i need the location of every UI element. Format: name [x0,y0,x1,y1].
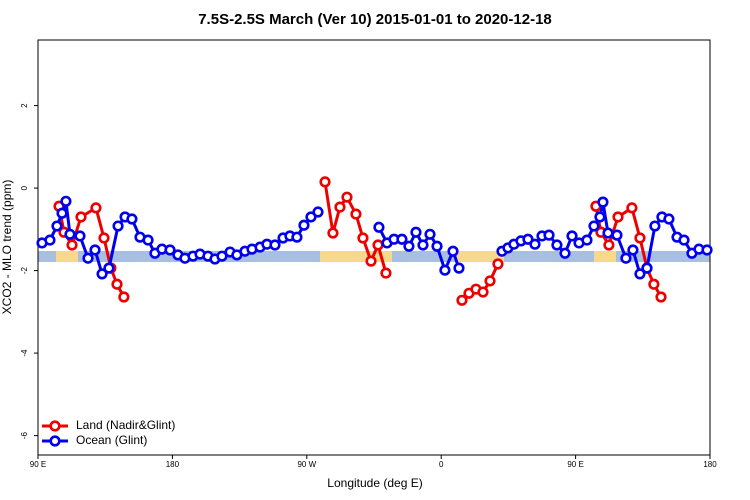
land-band [320,251,392,262]
data-point [312,206,324,218]
data-point [620,252,632,264]
data-point [60,195,72,207]
x-tick-label: 90 E [567,460,583,469]
data-point [641,262,653,274]
data-point [126,213,138,225]
data-point [396,233,408,245]
data-point [663,213,675,225]
data-point [484,275,496,287]
data-point [334,201,346,213]
data-point [341,191,353,203]
land-band [56,251,78,262]
data-point [543,229,555,241]
data-point [305,211,317,223]
data-point [634,232,646,244]
data-point [89,244,101,256]
data-point [581,234,593,246]
data-point [431,240,443,252]
data-point [319,176,331,188]
data-point [566,230,578,242]
legend-swatch-marker [49,435,61,447]
data-point [90,202,102,214]
data-point [417,239,429,251]
y-tick-label: 0 [20,185,29,190]
data-point [529,238,541,250]
chart-title: 7.5S-2.5S March (Ver 10) 2015-01-01 to 2… [198,11,552,28]
x-tick-label: 180 [166,460,180,469]
data-point [327,227,339,239]
data-point [678,234,690,246]
data-point [612,211,624,223]
data-point [602,227,614,239]
data-point [597,196,609,208]
data-point [291,231,303,243]
legend-label: Ocean (Glint) [76,433,147,447]
data-point [634,268,646,280]
data-point [655,291,667,303]
data-point [118,291,130,303]
data-point [559,247,571,259]
legend: Land (Nadir&Glint)Ocean (Glint) [42,418,175,447]
data-point [51,220,63,232]
data-point [350,208,362,220]
data-point [269,239,281,251]
data-point [447,245,459,257]
data-point [380,267,392,279]
data-point [603,239,615,251]
x-tick-label: 90 W [297,460,316,469]
data-point [66,239,78,251]
x-axis-title: Longitude (deg E) [327,476,422,490]
data-point [626,202,638,214]
x-tick-label: 0 [439,460,444,469]
data-point [111,278,123,290]
x-tick-label: 90 E [30,460,46,469]
y-tick-label: -6 [20,432,29,440]
data-point [142,234,154,246]
data-point [372,239,384,251]
legend-label: Land (Nadir&Glint) [76,418,175,432]
x-tick-label: 180 [703,460,717,469]
data-point [64,228,76,240]
data-point [96,268,108,280]
data-point [627,244,639,256]
data-point [492,258,504,270]
data-point [164,244,176,256]
data-point [74,230,86,242]
data-point [365,255,377,267]
data-point [424,228,436,240]
data-point [403,240,415,252]
data-point [611,229,623,241]
data-point [551,239,563,251]
data-point [522,233,534,245]
data-point [588,220,600,232]
data-point [44,234,56,246]
data-point [477,286,489,298]
data-point [103,262,115,274]
land-band [594,251,616,262]
data-point [648,278,660,290]
data-point [98,232,110,244]
land-band [456,251,504,262]
data-point [439,264,451,276]
data-point [75,211,87,223]
data-point [357,232,369,244]
data-point [56,207,68,219]
data-point [701,244,713,256]
data-point [594,211,606,223]
data-point [453,262,465,274]
data-point [410,226,422,238]
y-axis-title: XCO2 - MLO trend (ppm) [0,180,14,315]
y-tick-label: -2 [20,266,29,274]
series [36,195,713,280]
data-point [82,252,94,264]
data-point [373,221,385,233]
data-point [298,219,310,231]
data-point [456,294,468,306]
y-tick-label: -4 [20,349,29,357]
legend-swatch-marker [49,420,61,432]
data-point [112,220,124,232]
data-point [649,220,661,232]
y-tick-label: 2 [20,103,29,108]
